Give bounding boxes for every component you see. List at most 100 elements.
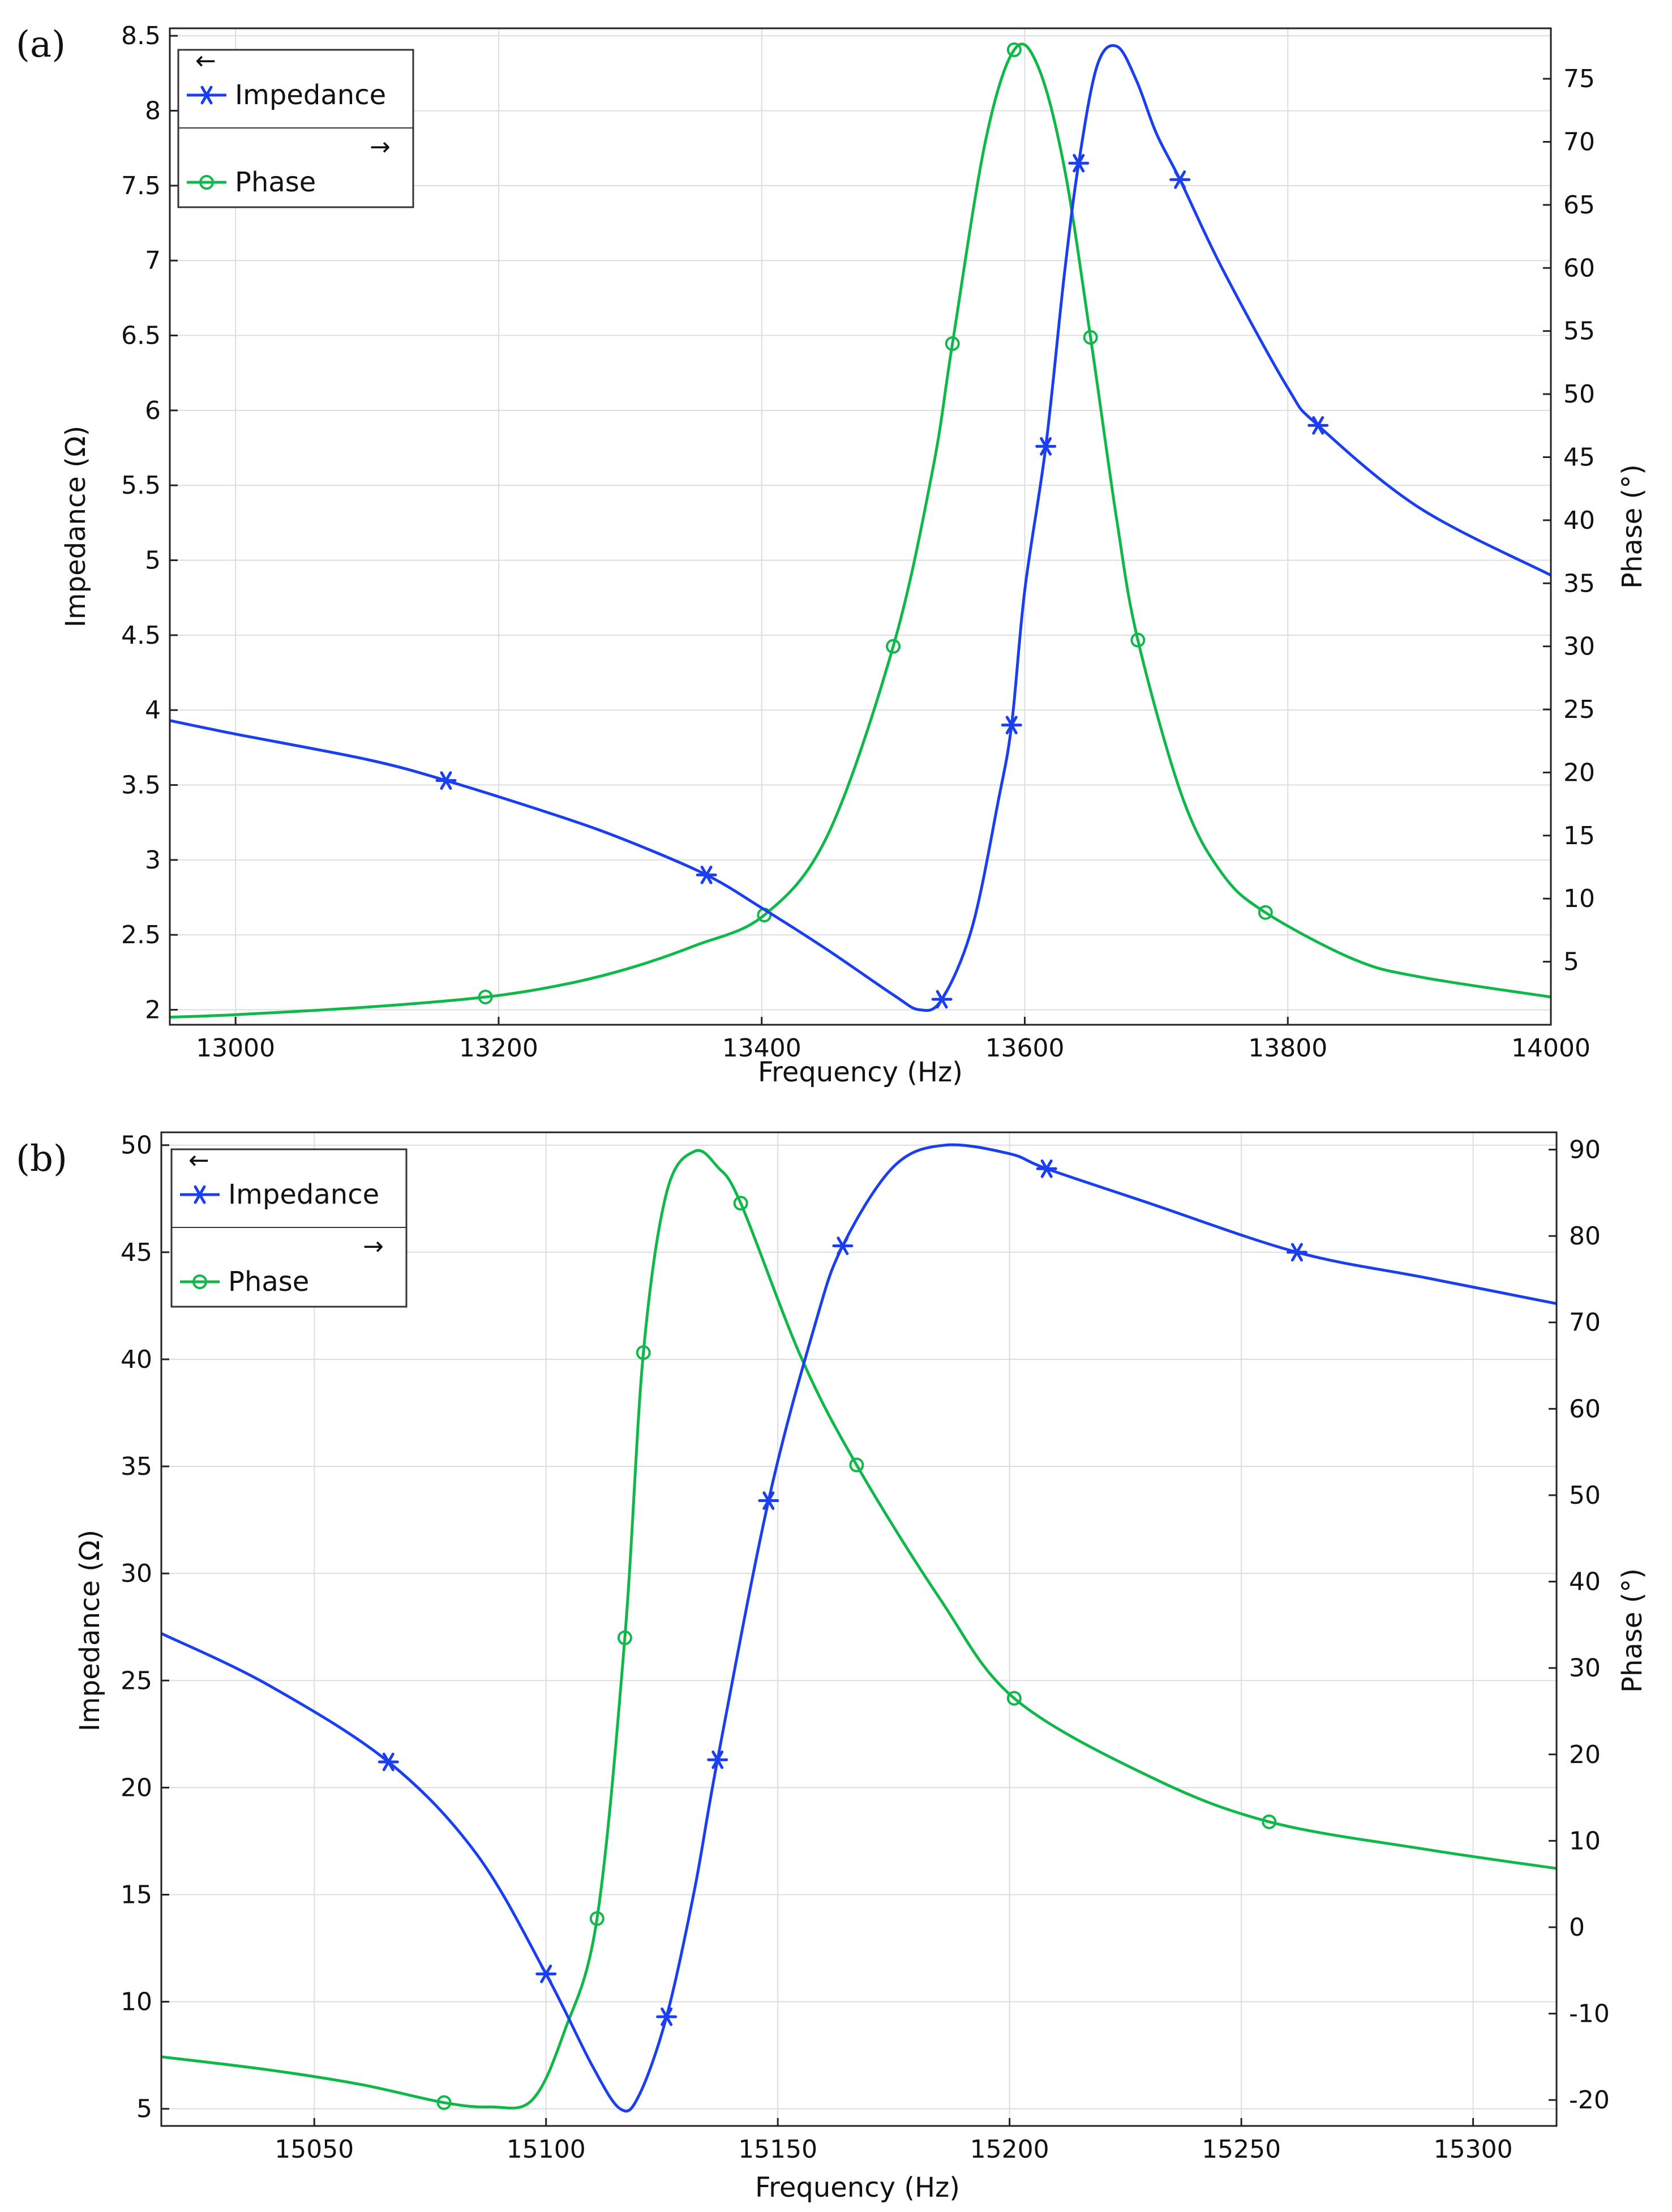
data-point-phase <box>1006 1691 1022 1706</box>
data-point-impedance <box>696 865 717 884</box>
data-point-impedance <box>758 1491 779 1510</box>
y-right-tick-label: 50 <box>1563 380 1595 409</box>
x-tick-label: 15150 <box>738 2135 817 2164</box>
y-left-tick-label: 7 <box>145 246 161 275</box>
data-point-phase <box>1130 632 1146 648</box>
data-point-impedance <box>707 1750 728 1769</box>
y-left-tick-label: 15 <box>121 1881 152 1910</box>
panel-b-plot-frame <box>160 1131 1558 2127</box>
panel-a-y-left-axis-title: Impedance (Ω) <box>60 426 92 628</box>
data-point-impedance <box>1035 437 1057 456</box>
panel-b-x-axis-title: Frequency (Hz) <box>755 2172 960 2204</box>
y-left-tick-label: 45 <box>121 1238 152 1267</box>
data-point-phase <box>478 989 493 1004</box>
y-left-tick-label: 50 <box>121 1131 152 1160</box>
circle-marker-icon <box>199 175 214 190</box>
x-tick-label: 13400 <box>722 1034 801 1063</box>
y-left-tick-label: 5.5 <box>121 471 161 500</box>
panel-b: (b) 15050 15100 15150 15200 15250 15300510152… <box>16 1131 1648 2204</box>
y-left-tick-label: 10 <box>121 1988 152 2017</box>
asterisk-marker-icon <box>196 85 217 105</box>
series-line-phase <box>169 42 1551 1019</box>
panel-label-a: (a) <box>16 24 66 66</box>
panel-a-legend-impedance-label: Impedance <box>235 79 386 111</box>
y-left-tick-label: 2.5 <box>121 921 161 949</box>
panel-b-legend-impedance-label: Impedance <box>228 1179 379 1210</box>
y-left-tick-label: 5 <box>136 2095 152 2124</box>
x-tick-label: 15050 <box>275 2135 354 2164</box>
panel-b-grid <box>161 1132 1557 2126</box>
y-right-tick-label: 15 <box>1563 822 1595 850</box>
panel-a-legend-left-arrow: ← <box>195 46 216 75</box>
panel-b-y-right-axis-title: Phase (°) <box>1617 1568 1648 1693</box>
y-right-tick-label: 60 <box>1569 1394 1601 1423</box>
x-tick-label: 15250 <box>1202 2135 1281 2164</box>
circle-marker-icon <box>192 1274 207 1289</box>
y-right-tick-label: 70 <box>1563 128 1595 157</box>
panel-a-series <box>169 42 1552 1019</box>
y-right-tick-label: -10 <box>1569 2000 1610 2029</box>
data-point-phase <box>1083 330 1098 345</box>
panel-b-legend-phase-marker-icon <box>192 1274 207 1289</box>
y-left-tick-label: 5 <box>145 546 161 575</box>
y-right-tick-label: 50 <box>1569 1481 1601 1510</box>
panel-b-y-left-axis-title: Impedance (Ω) <box>74 1530 106 1732</box>
series-line-phase <box>161 1149 1557 2110</box>
y-right-tick-label: 20 <box>1569 1740 1601 1769</box>
y-right-tick-label: 80 <box>1569 1222 1601 1251</box>
data-point-phase <box>589 1911 605 1926</box>
y-left-tick-label: 6 <box>145 396 161 425</box>
y-right-tick-label: 5 <box>1563 948 1579 977</box>
y-right-tick-label: 10 <box>1563 884 1595 913</box>
y-left-tick-label: 3.5 <box>121 771 161 800</box>
series-line-impedance <box>160 1143 1557 2113</box>
panel-b-ticks: 15050 15100 15150 15200 15250 15300 5 10 15 20 25 3… <box>121 1131 1610 2164</box>
panel-a-y-right-axis-title: Phase (°) <box>1617 464 1648 589</box>
panel-b-legend-left-arrow: ← <box>188 1146 209 1175</box>
y-right-tick-label: 65 <box>1563 191 1595 220</box>
panel-a-legend: ← Impedance → Phase <box>177 46 414 208</box>
y-left-tick-label: 3 <box>145 846 161 875</box>
y-left-tick-label: 40 <box>121 1345 152 1374</box>
y-left-tick-label: 30 <box>121 1559 152 1588</box>
data-point-phase <box>617 1630 632 1645</box>
x-tick-label: 13600 <box>985 1034 1064 1063</box>
data-point-phase <box>945 336 960 351</box>
y-left-tick-label: 35 <box>121 1452 152 1481</box>
data-point-phase <box>1258 905 1273 920</box>
data-point-impedance <box>535 1965 557 1983</box>
y-right-tick-label: 35 <box>1563 569 1595 598</box>
y-right-tick-label: 55 <box>1563 317 1595 346</box>
y-left-tick-label: 25 <box>121 1666 152 1695</box>
y-right-tick-label: -20 <box>1569 2086 1610 2115</box>
data-point-phase <box>1262 1814 1277 1829</box>
y-right-tick-label: 40 <box>1563 506 1595 535</box>
panel-a-legend-phase-marker-icon <box>199 175 214 190</box>
data-point-impedance <box>931 990 953 1009</box>
data-point-phase <box>733 1196 748 1211</box>
data-point-phase <box>849 1457 864 1473</box>
panel-a-x-axis-title: Frequency (Hz) <box>758 1056 963 1088</box>
data-point-impedance <box>1286 1243 1307 1262</box>
panel-a-ticks: 13000 13200 13400 13600 13800 14000 2 2.5 3 3.5 4 4… <box>121 22 1595 1063</box>
x-tick-label: 13200 <box>459 1034 538 1063</box>
y-right-tick-label: 60 <box>1563 254 1595 283</box>
data-point-impedance <box>1068 153 1090 173</box>
data-point-impedance <box>1036 1159 1057 1178</box>
y-left-tick-label: 4.5 <box>121 621 161 650</box>
y-right-tick-label: 70 <box>1569 1308 1601 1337</box>
data-point-phase <box>636 1345 651 1360</box>
data-point-impedance <box>1307 416 1329 435</box>
y-right-tick-label: 90 <box>1569 1136 1601 1165</box>
data-point-impedance <box>832 1237 854 1255</box>
panel-a-plot-frame <box>169 27 1552 1026</box>
panel-b-series <box>160 1143 1557 2113</box>
data-point-impedance <box>378 1752 399 1772</box>
y-left-tick-label: 4 <box>145 696 161 725</box>
asterisk-marker-icon <box>189 1185 211 1204</box>
panel-b-legend-phase-label: Phase <box>228 1266 309 1298</box>
data-point-impedance <box>1169 170 1191 189</box>
y-right-tick-label: 75 <box>1563 65 1595 93</box>
data-point-phase <box>1006 42 1022 57</box>
